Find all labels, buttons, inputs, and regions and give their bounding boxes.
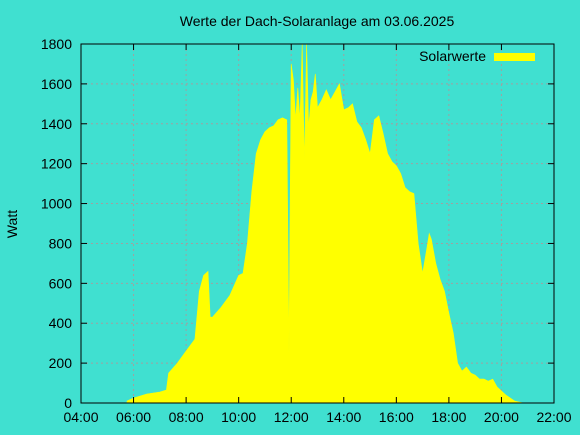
tick-marks bbox=[80, 43, 555, 404]
x-tick-label: 06:00 bbox=[116, 409, 151, 425]
y-tick-label: 400 bbox=[49, 315, 73, 331]
x-tick-labels: 04:00 06:00 08:00 10:00 12:00 14:00 16:00 18:00… bbox=[63, 409, 571, 425]
x-tick-label: 08:00 bbox=[169, 409, 204, 425]
x-tick-label: 10:00 bbox=[221, 409, 256, 425]
x-tick-label: 20:00 bbox=[484, 409, 519, 425]
y-tick-label: 1600 bbox=[41, 76, 72, 92]
y-tick-label: 600 bbox=[49, 275, 73, 291]
series-area-solarwerte bbox=[126, 43, 524, 404]
y-tick-label: 800 bbox=[49, 235, 73, 251]
y-tick-label: 1800 bbox=[41, 36, 72, 52]
legend-label: Solarwerte bbox=[419, 48, 486, 64]
x-tick-label: 04:00 bbox=[63, 409, 98, 425]
x-tick-label: 18:00 bbox=[431, 409, 466, 425]
x-tick-label: 14:00 bbox=[326, 409, 361, 425]
y-tick-label: 1000 bbox=[41, 196, 72, 212]
y-tick-label: 1200 bbox=[41, 156, 72, 172]
y-tick-labels: 0 200 400 600 800 1000 1200 1400 1600 1800 bbox=[41, 36, 72, 411]
area-layer bbox=[126, 43, 524, 404]
y-tick-label: 200 bbox=[49, 355, 73, 371]
legend: Solarwerte bbox=[419, 48, 535, 64]
x-tick-label: 22:00 bbox=[536, 409, 571, 425]
x-tick-label: 16:00 bbox=[379, 409, 414, 425]
y-tick-label: 1400 bbox=[41, 116, 72, 132]
chart-title: Werte der Dach-Solaranlage am 03.06.2025 bbox=[180, 13, 455, 29]
x-tick-label: 12:00 bbox=[274, 409, 309, 425]
y-tick-label: 0 bbox=[64, 395, 72, 411]
legend-swatch bbox=[494, 53, 535, 61]
plot-border bbox=[80, 43, 555, 404]
y-axis-label: Watt bbox=[4, 210, 20, 238]
